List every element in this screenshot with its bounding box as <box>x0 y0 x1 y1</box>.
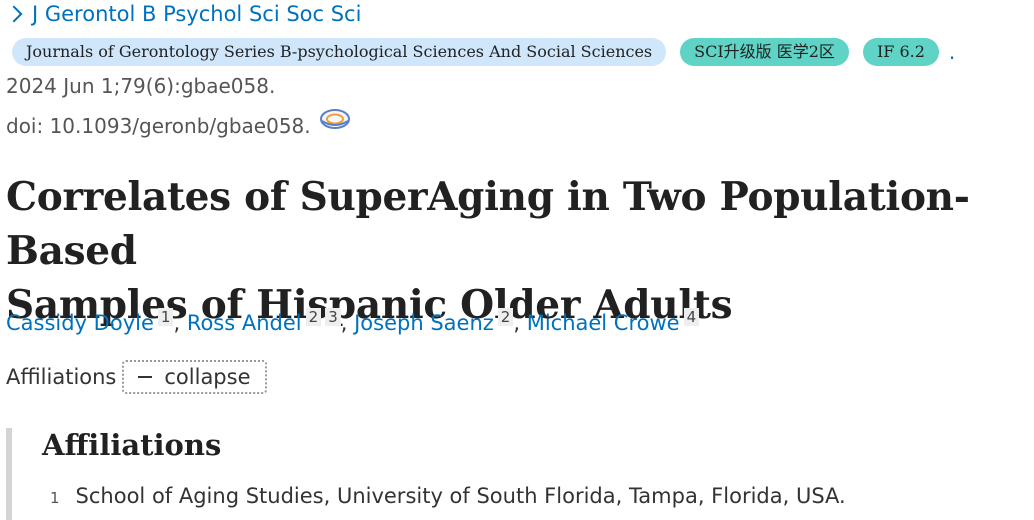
affiliation-ref[interactable]: 1 <box>157 308 174 326</box>
badge-trailing-dot: . <box>948 40 956 64</box>
affiliation-ref[interactable]: 2 <box>305 308 322 326</box>
doi-globe-icon[interactable] <box>319 107 351 136</box>
author-list: Cassidy Doyle 1, Ross Andel 2 3, Joseph Sae… <box>6 308 700 335</box>
article-title-line-1: Correlates of SuperAging in Two Populati… <box>6 174 970 274</box>
affiliations-label: Affiliations <box>6 365 117 389</box>
chevron-right-icon <box>5 5 23 23</box>
author-separator: , <box>340 311 348 335</box>
doi-text[interactable]: doi: 10.1093/geronb/gbae058. <box>6 114 311 138</box>
author-separator: , <box>513 311 521 335</box>
collapse-button[interactable]: collapse <box>122 360 267 394</box>
affiliation-text: School of Aging Studies, University of S… <box>75 484 846 508</box>
journal-abbrev: J Gerontol B Psychol Sci Soc Sci <box>32 2 362 26</box>
affiliations-toggle-row: Affiliations collapse <box>6 360 267 394</box>
journal-full-name-badge[interactable]: Journals of Gerontology Series B-psychol… <box>12 38 667 66</box>
journal-link[interactable]: J Gerontol B Psychol Sci Soc Sci <box>5 2 362 26</box>
affiliation-number: 1 <box>50 489 60 507</box>
minus-icon <box>138 376 153 378</box>
affiliations-heading: Affiliations <box>42 428 222 462</box>
journal-badges: Journals of Gerontology Series B-psychol… <box>12 38 955 66</box>
affiliation-ref[interactable]: 3 <box>325 308 341 326</box>
author-link[interactable]: Cassidy Doyle <box>6 311 154 335</box>
impact-factor-badge[interactable]: IF 6.2 <box>862 38 939 66</box>
affiliation-ref[interactable]: 2 <box>497 308 514 326</box>
affiliation-item: 1 School of Aging Studies, University of… <box>50 484 846 508</box>
citation-date: 2024 Jun 1;79(6):gbae058. <box>6 74 276 98</box>
author-separator: , <box>173 311 181 335</box>
article-title-line-2: Samples of Hispanic Older Adults <box>6 282 733 328</box>
affiliation-ref[interactable]: 4 <box>683 308 700 326</box>
author-link[interactable]: Joseph Saenz <box>354 311 494 335</box>
sci-rank-badge[interactable]: SCI升级版 医学2区 <box>680 38 849 66</box>
article-title: Correlates of SuperAging in Two Populati… <box>6 170 1034 332</box>
doi-line: doi: 10.1093/geronb/gbae058. <box>6 108 351 138</box>
author-link[interactable]: Ross Andel <box>186 311 302 335</box>
author-link[interactable]: Michael Crowe <box>526 311 680 335</box>
affiliations-panel: Affiliations 1 School of Aging Studies, … <box>6 428 1034 520</box>
collapse-button-label: collapse <box>164 365 251 389</box>
